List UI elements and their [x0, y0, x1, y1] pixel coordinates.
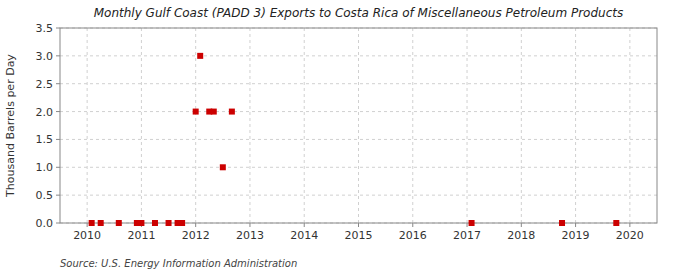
- x-tick: [249, 223, 250, 227]
- point: [152, 220, 158, 226]
- point: [166, 220, 172, 226]
- point: [613, 220, 619, 226]
- x-grid-line: [195, 28, 196, 223]
- x-tick: [195, 223, 196, 227]
- x-tick: [575, 223, 576, 227]
- y-grid-line: [60, 167, 657, 168]
- y-tick: [56, 28, 60, 29]
- point: [116, 220, 122, 226]
- x-tick-label: 2010: [73, 229, 101, 242]
- y-tick: [56, 139, 60, 140]
- x-tick: [467, 223, 468, 227]
- x-grid-line: [521, 28, 522, 223]
- source-note: Source: U.S. Energy Information Administ…: [60, 258, 297, 269]
- grid: [60, 28, 657, 223]
- y-tick: [56, 55, 60, 56]
- x-tick-label: 2020: [616, 229, 644, 242]
- y-grid-line: [60, 139, 657, 140]
- x-grid-line: [358, 28, 359, 223]
- x-tick-label: 2011: [127, 229, 155, 242]
- y-tick-label: 0.5: [36, 189, 54, 202]
- title: Monthly Gulf Coast (PADD 3) Exports to C…: [94, 6, 623, 20]
- point: [220, 164, 226, 170]
- y-grid-line: [60, 83, 657, 84]
- point: [469, 220, 475, 226]
- y-grid-line: [60, 195, 657, 196]
- point: [138, 220, 144, 226]
- x-tick-label: 2014: [290, 229, 318, 242]
- y-tick: [56, 111, 60, 112]
- x-tick: [629, 223, 630, 227]
- point: [211, 109, 217, 115]
- y-tick-label: 3.5: [36, 22, 54, 35]
- points: [89, 53, 620, 226]
- y-tick: [56, 223, 60, 224]
- x-tick-label: 2018: [507, 229, 535, 242]
- x-tick-label: 2012: [182, 229, 210, 242]
- y-tick-label: 1.5: [36, 133, 54, 146]
- point: [179, 220, 185, 226]
- point: [193, 109, 199, 115]
- x-tick-label: 2013: [236, 229, 264, 242]
- axes: 2010 2011 2012 2013 2014 2015 2016 2017 2018 2019…: [36, 22, 644, 242]
- x-grid-line: [141, 28, 142, 223]
- x-tick: [412, 223, 413, 227]
- y-tick: [56, 195, 60, 196]
- x-tick-label: 2016: [399, 229, 427, 242]
- y-tick: [56, 167, 60, 168]
- x-tick-label: 2019: [562, 229, 590, 242]
- x-grid-line: [575, 28, 576, 223]
- y-tick-label: 0.0: [36, 217, 54, 230]
- x-tick-label: 2015: [345, 229, 373, 242]
- x-grid-line: [629, 28, 630, 223]
- point: [229, 109, 235, 115]
- y-tick-label: 2.0: [36, 106, 54, 119]
- x-tick: [358, 223, 359, 227]
- x-grid-line: [249, 28, 250, 223]
- x-tick: [521, 223, 522, 227]
- y-tick-label: 2.5: [36, 78, 54, 91]
- x-grid-line: [467, 28, 468, 223]
- x-tick: [304, 223, 305, 227]
- point: [197, 53, 203, 59]
- y-tick: [56, 83, 60, 84]
- point: [89, 220, 95, 226]
- x-grid-line: [87, 28, 88, 223]
- x-grid-line: [304, 28, 305, 223]
- x-grid-line: [412, 28, 413, 223]
- y-grid-line: [60, 55, 657, 56]
- point: [559, 220, 565, 226]
- point: [98, 220, 104, 226]
- x-tick: [87, 223, 88, 227]
- y-grid-line: [60, 111, 657, 112]
- y-tick-label: 1.0: [36, 161, 54, 174]
- y-tick-label: 3.0: [36, 50, 54, 63]
- plot-frame: [60, 28, 657, 223]
- x-tick-label: 2017: [453, 229, 481, 242]
- chart: 2010 2011 2012 2013 2014 2015 2016 2017 2018 2019…: [0, 0, 675, 275]
- y-axis-label: Thousand Barrels per Day: [4, 54, 17, 198]
